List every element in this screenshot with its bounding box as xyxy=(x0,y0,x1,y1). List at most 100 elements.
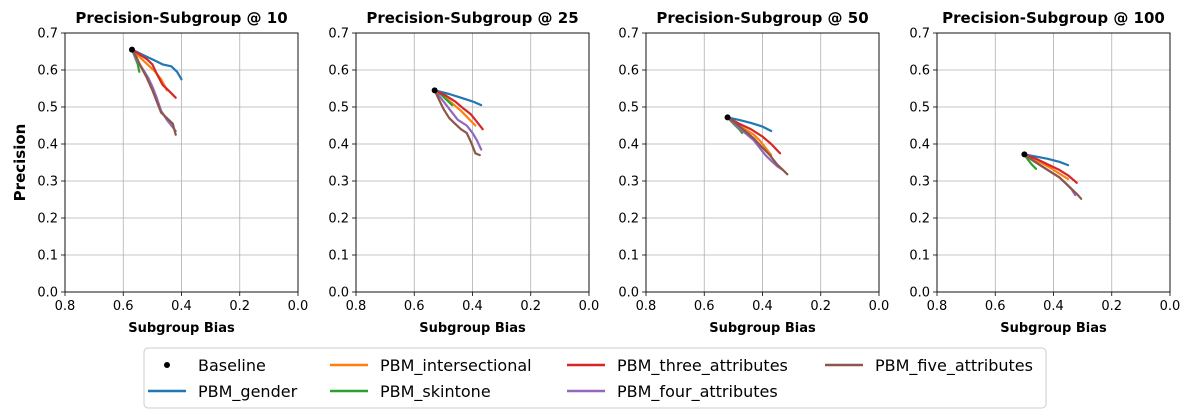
y-tick-label: 0.4 xyxy=(909,138,930,153)
y-tick-label: 0.2 xyxy=(328,212,349,227)
subplot-1: 0.8 0.6 0.4 0.2 0.0 0.0 0.1 0.2 0.3 0.4 0.5 0.6 0.7 P… xyxy=(37,9,308,336)
x-tick-label: 0.6 xyxy=(985,299,1006,314)
x-tick-label: 0.6 xyxy=(113,299,134,314)
series-line-pbm-gender xyxy=(1023,153,1070,167)
legend: Baseline PBM_gender PBM_intersectional PBM_… xyxy=(143,347,1047,409)
x-axis-label: Subgroup Bias xyxy=(128,321,235,336)
x-tick-label: 0.4 xyxy=(171,299,192,314)
y-tick-label: 0.7 xyxy=(618,27,639,42)
y-tick-label: 0.4 xyxy=(328,138,349,153)
series-line-pbm-gender xyxy=(130,48,183,81)
y-tick-label: 0.5 xyxy=(909,101,930,116)
plot-frame xyxy=(936,32,1171,293)
legend-marker-baseline xyxy=(164,362,170,368)
series-line-pbm-three-attributes xyxy=(726,116,782,155)
series-line-pbm-five-attributes xyxy=(130,48,177,136)
subplot-title: Precision-Subgroup @ 25 xyxy=(366,9,578,27)
y-tick-label: 0.3 xyxy=(328,175,349,190)
x-tick-label: 0.0 xyxy=(1160,299,1181,314)
y-tick-label: 0.0 xyxy=(618,286,639,301)
x-tick-label: 0.6 xyxy=(694,299,715,314)
x-tick-label: 0.2 xyxy=(1101,299,1122,314)
x-tick-label: 0.0 xyxy=(288,299,309,314)
legend-box xyxy=(143,347,1047,409)
plot-frame xyxy=(645,32,880,293)
baseline-point xyxy=(724,114,731,121)
x-tick-label: 0.8 xyxy=(927,299,948,314)
x-tick-label: 0.8 xyxy=(346,299,367,314)
y-tick-label: 0.4 xyxy=(618,138,639,153)
y-axis-label: Precision xyxy=(11,124,29,202)
x-tick-label: 0.2 xyxy=(810,299,831,314)
plot-frame xyxy=(64,32,299,293)
series-line-pbm-four-attributes xyxy=(726,116,784,171)
y-tick-label: 0.1 xyxy=(618,249,639,264)
x-tick-label: 0.6 xyxy=(404,299,425,314)
x-tick-label: 0.4 xyxy=(1043,299,1064,314)
baseline-point xyxy=(1021,151,1028,158)
series-line-pbm-five-attributes xyxy=(433,89,481,157)
y-tick-label: 0.6 xyxy=(37,64,58,79)
legend-label-pbm-five-attributes: PBM_five_attributes xyxy=(875,356,1033,376)
y-tick-label: 0.1 xyxy=(909,249,930,264)
subplot-3: 0.8 0.6 0.4 0.2 0.0 0.0 0.1 0.2 0.3 0.4 0.5 0.6 0.7 P… xyxy=(618,9,889,336)
series-line-pbm-five-attributes xyxy=(1023,153,1083,200)
series-line-pbm-three-attributes xyxy=(1023,153,1078,184)
y-tick-label: 0.1 xyxy=(37,249,58,264)
x-axis-label: Subgroup Bias xyxy=(419,321,526,336)
legend-label-pbm-intersectional: PBM_intersectional xyxy=(380,356,532,376)
x-axis-label: Subgroup Bias xyxy=(709,321,816,336)
legend-label-pbm-skintone: PBM_skintone xyxy=(380,382,491,402)
x-tick-label: 0.0 xyxy=(869,299,890,314)
x-tick-label: 0.2 xyxy=(229,299,250,314)
subplot-title: Precision-Subgroup @ 50 xyxy=(656,9,868,27)
legend-label-pbm-three-attributes: PBM_three_attributes xyxy=(617,356,788,376)
x-tick-label: 0.8 xyxy=(55,299,76,314)
legend-label-baseline: Baseline xyxy=(198,356,266,375)
y-tick-label: 0.5 xyxy=(618,101,639,116)
y-tick-label: 0.1 xyxy=(328,249,349,264)
y-tick-label: 0.7 xyxy=(37,27,58,42)
baseline-point xyxy=(431,87,438,94)
x-tick-label: 0.4 xyxy=(462,299,483,314)
y-tick-label: 0.7 xyxy=(328,27,349,42)
series-line-pbm-four-attributes xyxy=(433,89,483,151)
y-tick-label: 0.6 xyxy=(328,64,349,79)
series-line-pbm-five-attributes xyxy=(726,116,789,176)
legend-label-pbm-four-attributes: PBM_four_attributes xyxy=(617,382,778,402)
y-tick-label: 0.3 xyxy=(909,175,930,190)
y-tick-label: 0.7 xyxy=(909,27,930,42)
x-tick-label: 0.8 xyxy=(636,299,657,314)
y-tick-label: 0.5 xyxy=(37,101,58,116)
y-tick-label: 0.4 xyxy=(37,138,58,153)
y-tick-label: 0.6 xyxy=(909,64,930,79)
plot-frame xyxy=(355,32,590,293)
y-tick-label: 0.0 xyxy=(37,286,58,301)
subplot-title: Precision-Subgroup @ 10 xyxy=(75,9,287,27)
y-tick-label: 0.6 xyxy=(618,64,639,79)
y-tick-label: 0.2 xyxy=(909,212,930,227)
x-tick-label: 0.0 xyxy=(579,299,600,314)
x-tick-label: 0.2 xyxy=(520,299,541,314)
y-tick-label: 0.0 xyxy=(328,286,349,301)
subplot-2: 0.8 0.6 0.4 0.2 0.0 0.0 0.1 0.2 0.3 0.4 0.5 0.6 0.7 P… xyxy=(328,9,599,336)
y-tick-label: 0.2 xyxy=(37,212,58,227)
subplot-title: Precision-Subgroup @ 100 xyxy=(942,9,1165,27)
y-tick-label: 0.2 xyxy=(618,212,639,227)
series-line-pbm-gender xyxy=(433,89,483,107)
y-tick-label: 0.0 xyxy=(909,286,930,301)
y-tick-label: 0.3 xyxy=(618,175,639,190)
baseline-point xyxy=(128,46,135,53)
subplot-4: 0.8 0.6 0.4 0.2 0.0 0.0 0.1 0.2 0.3 0.4 0.5 0.6 0.7 P… xyxy=(909,9,1180,336)
y-tick-label: 0.5 xyxy=(328,101,349,116)
series-line-pbm-three-attributes xyxy=(130,48,177,99)
series-line-pbm-gender xyxy=(726,116,773,133)
legend-label-pbm-gender: PBM_gender xyxy=(198,382,298,402)
series-line-pbm-intersectional xyxy=(130,48,168,92)
x-tick-label: 0.4 xyxy=(752,299,773,314)
x-axis-label: Subgroup Bias xyxy=(1000,321,1107,336)
series-line-pbm-three-attributes xyxy=(433,89,484,131)
y-tick-label: 0.3 xyxy=(37,175,58,190)
